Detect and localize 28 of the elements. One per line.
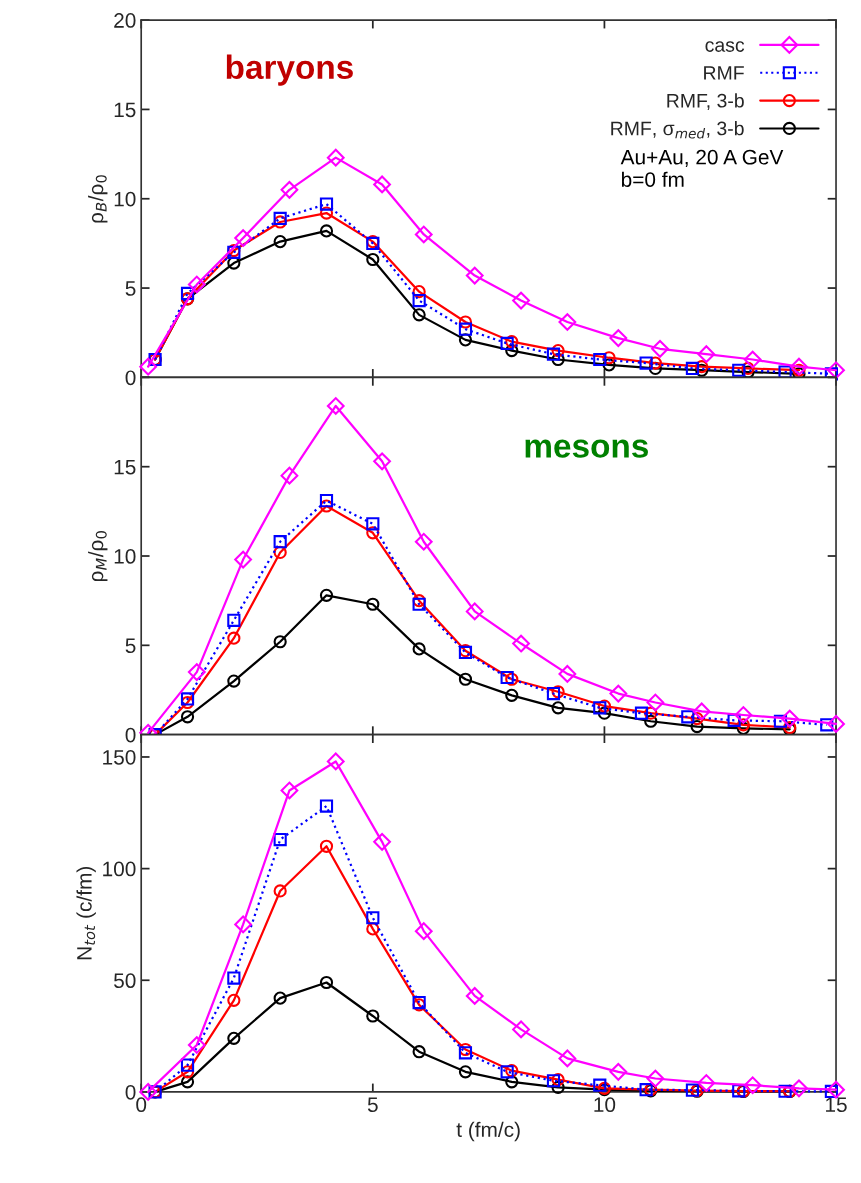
legend-label: RMF	[704, 66, 744, 80]
x-tick-label: 5	[367, 1097, 378, 1113]
y-tick-label: 10	[114, 549, 136, 564]
y-tick-label: 5	[125, 281, 136, 296]
y-axis-title: ρ$_{M}$/ρ$_{0}$	[88, 531, 108, 582]
x-axis-title: t (fm/c)	[456, 1121, 520, 1142]
y-axis-title: N$_{tot}$ (c/fm)	[76, 866, 96, 960]
y-tick-label: 0	[125, 727, 136, 743]
annotation: mesons	[525, 439, 648, 458]
y-tick-label: 10	[114, 191, 136, 207]
y-tick-label: 0	[125, 1084, 136, 1100]
annotation: Au+Au, 20 A GeV b=0 fm	[620, 149, 784, 187]
y-tick-label: 100	[103, 861, 136, 877]
x-tick-label: 15	[826, 1097, 847, 1113]
legend-label: RMF, σ$_{med}$, 3-b	[611, 121, 744, 139]
y-axis-title: ρ$_{B}$/ρ$_{0}$	[88, 175, 108, 223]
y-tick-label: 5	[125, 638, 136, 654]
y-tick-label: 50	[114, 973, 136, 989]
legend-label: casc	[705, 41, 745, 52]
legend-label: RMF, 3-b	[667, 93, 744, 110]
x-tick-label: 10	[594, 1097, 616, 1113]
y-tick-label: 15	[114, 459, 136, 475]
annotation: baryons	[226, 54, 353, 86]
y-tick-label: 150	[103, 749, 136, 765]
x-tick-label: 0	[136, 1097, 147, 1113]
y-tick-label: 15	[114, 102, 136, 118]
y-tick-label: 0	[125, 370, 136, 386]
y-tick-label: 20	[114, 13, 136, 28]
